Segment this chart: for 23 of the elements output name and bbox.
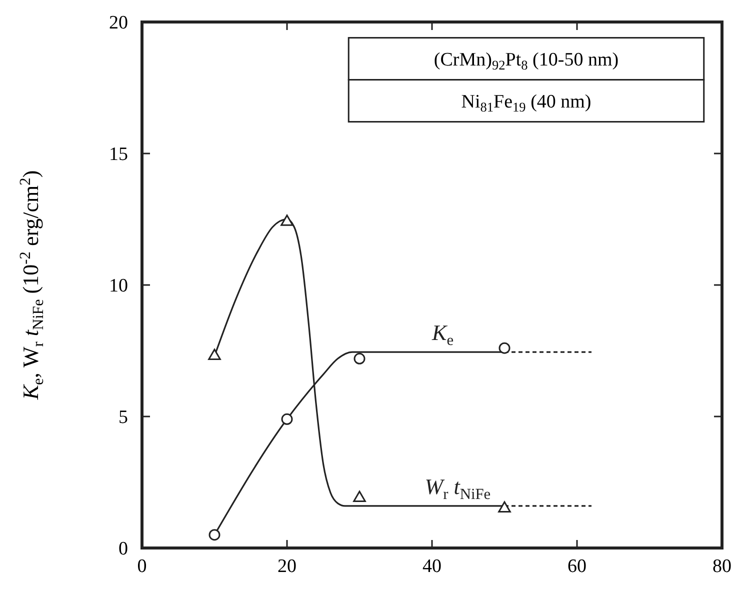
y-tick-label: 15 [109, 144, 128, 166]
y-tick-label: 5 [118, 407, 128, 428]
y-tick-label: 10 [109, 276, 128, 297]
y-tick-label: 20 [109, 12, 128, 34]
x-tick-label: 80 [712, 556, 732, 577]
annotation: Ni$_{81}$Fe$_{19}$ (40 nm) [461, 91, 592, 114]
point [208, 348, 221, 360]
x-tick-label: 40 [422, 556, 442, 577]
point [353, 490, 366, 502]
x-tick-label: 20 [278, 556, 296, 577]
x-tick-label: 0 [137, 556, 147, 577]
annotation: (CrMn)$_{92}$Pt$_{8}$ (10-50 nm) [434, 49, 619, 72]
x-tick-label: 60 [568, 556, 586, 577]
point [354, 352, 366, 364]
series-label: W$_{r}$ t$_{NiFe}$ [424, 474, 491, 503]
y-tick-label: 0 [118, 538, 128, 560]
point [281, 413, 293, 425]
point [280, 214, 294, 226]
layer-stack-table: (CrMn)$_{92}$Pt$_{8}$ (10-50 nm) Ni$_{81}$Fe$_{19}$ (40 nm) [348, 37, 705, 123]
point [498, 501, 511, 513]
point [498, 342, 510, 354]
point [208, 529, 220, 541]
series-label: K$_{e}$ [431, 320, 454, 349]
